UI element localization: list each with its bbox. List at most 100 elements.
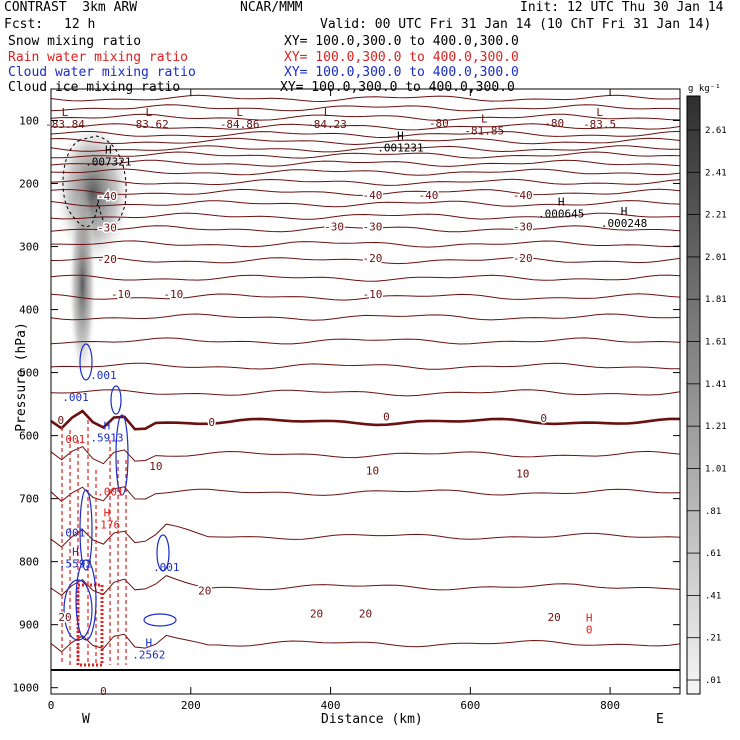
y-tick-label: 400 [19,304,39,317]
temperature-label: 0 [208,416,215,429]
temperature-label: -20 [513,252,533,265]
cloud-water-contour [75,559,97,641]
colorbar-label: 1.61 [705,338,727,348]
legend-cloud-water: Cloud water mixing ratio [8,65,196,80]
legend-snow: Snow mixing ratio [8,34,142,49]
temperature-label: -40 [513,189,533,202]
temperature-label: -10 [111,288,131,301]
colorbar-label: .01 [705,676,721,686]
temperature-label: 20 [310,607,323,620]
plot-frame [50,88,681,695]
temperature-contour [50,168,681,176]
temperature-label: -30 [324,220,344,233]
colorbar-label: 2.21 [705,211,727,221]
temperature-contour [50,178,681,186]
contour-label: .001 [59,433,86,446]
extremum-mark: L [62,106,69,119]
temperature-label: 0 [540,412,547,425]
extremum-value: -84.23 [307,118,347,131]
temperature-contour [51,240,681,248]
temperature-contour [50,200,681,208]
init-time: Init: 12 UTC Thu 30 Jan 14 [520,0,724,15]
extremum-mark: L [481,112,488,125]
temperature-contour [50,409,680,431]
contour-label: .001 [62,391,89,404]
temperature-label: -40 [97,190,117,203]
temperature-contour [50,445,681,465]
legend-rain-xy: XY= 100.0,300.0 to 400.0,300.0 [284,50,519,65]
temperature-contour [50,633,681,653]
temperature-label: -30 [513,220,533,233]
center-label: NCAR/MMM [240,0,303,15]
extremum-mark: H [621,205,628,218]
forecast-hour: 12 h [64,17,96,32]
extremum-value: .001231 [377,141,423,154]
x-tick-label: 600 [460,699,480,712]
extremum-mark: H [105,143,112,156]
forecast-label: Fcst: [4,17,44,32]
extremum-value: .000645 [538,208,584,221]
contour-label: .001 [97,485,124,498]
contour-label: .001 [90,369,117,382]
temperature-label: 20 [359,607,372,620]
cloud-water-contour [156,534,170,572]
cloud-ice-contour [62,135,127,228]
extremum-value: -83.62 [129,118,169,131]
snow-shading-lower [68,184,97,385]
temperature-label: 10 [149,460,162,473]
temperature-contour [50,130,681,139]
temperature-label: -40 [418,189,438,202]
extremum-value: -81.85 [464,124,504,137]
x-tick-label: 200 [181,699,201,712]
extremum-mark: H [558,196,565,209]
temperature-label: -20 [97,253,117,266]
extremum-mark: L [324,106,331,119]
y-tick-label: 300 [19,241,39,254]
temperature-contour [50,486,681,502]
temperature-contour [50,123,681,131]
contour-label: .001 [153,561,180,574]
valid-time: Valid: 00 UTC Fri 31 Jan 14 (10 ChT Fri … [320,17,712,32]
legend-cloud-water-xy: XY= 100.0,300.0 to 400.0,300.0 [284,65,519,80]
cloud-water-contour [143,613,177,627]
contour-label: -80 [429,117,449,130]
x-end-west: W [82,712,90,727]
colorbar-label: 2.41 [705,168,727,178]
x-tick-label: 800 [600,699,620,712]
temperature-label: -10 [363,288,383,301]
temperature-contour [50,575,681,596]
temperature-contour [50,212,681,220]
y-tick-label: 500 [19,367,39,380]
temperature-contour [50,94,681,103]
colorbar-label: .81 [705,507,721,517]
temperature-label: 0 [100,685,107,698]
colorbar-label: 1.41 [705,380,727,390]
extremum-value: .176 [94,518,121,531]
temperature-contour [50,337,681,345]
extremum-value: -83.84 [45,118,85,131]
temperature-label: 0 [383,411,390,424]
extremum-mark: H [397,129,404,142]
extremum-mark: L [596,106,603,119]
extremum-value: .000248 [601,217,647,230]
colorbar-label: 2.01 [705,253,727,263]
cloud-water-contour [79,343,93,381]
temperature-contour [50,313,681,321]
temperature-label: 20 [198,585,211,598]
extremum-mark: H [104,419,111,432]
colorbar-label: 1.01 [705,464,727,474]
legend-rain: Rain water mixing ratio [8,50,189,65]
legend-cloud-ice-xy: XY= 100.0,300.0 to 400.0,300.0 [280,80,515,95]
y-tick-label: 100 [19,115,39,128]
temperature-label: -30 [97,222,117,235]
extremum-value: -84.86 [220,118,260,131]
contour-label: .001 [59,526,86,539]
y-tick-label: 700 [19,493,39,506]
x-end-east: E [656,712,664,727]
y-tick-label: 600 [19,430,39,443]
temperature-label: 0 [57,414,64,427]
temperature-label: 10 [366,464,379,477]
cloud-water-contour [110,385,122,415]
temperature-label: 20 [58,611,71,624]
